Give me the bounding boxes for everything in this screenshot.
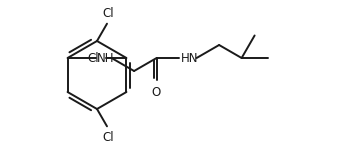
Text: HN: HN — [181, 51, 198, 65]
Text: Cl: Cl — [88, 51, 99, 65]
Text: Cl: Cl — [102, 7, 114, 20]
Text: Cl: Cl — [102, 131, 114, 144]
Text: O: O — [151, 86, 160, 99]
Text: NH: NH — [97, 51, 114, 65]
